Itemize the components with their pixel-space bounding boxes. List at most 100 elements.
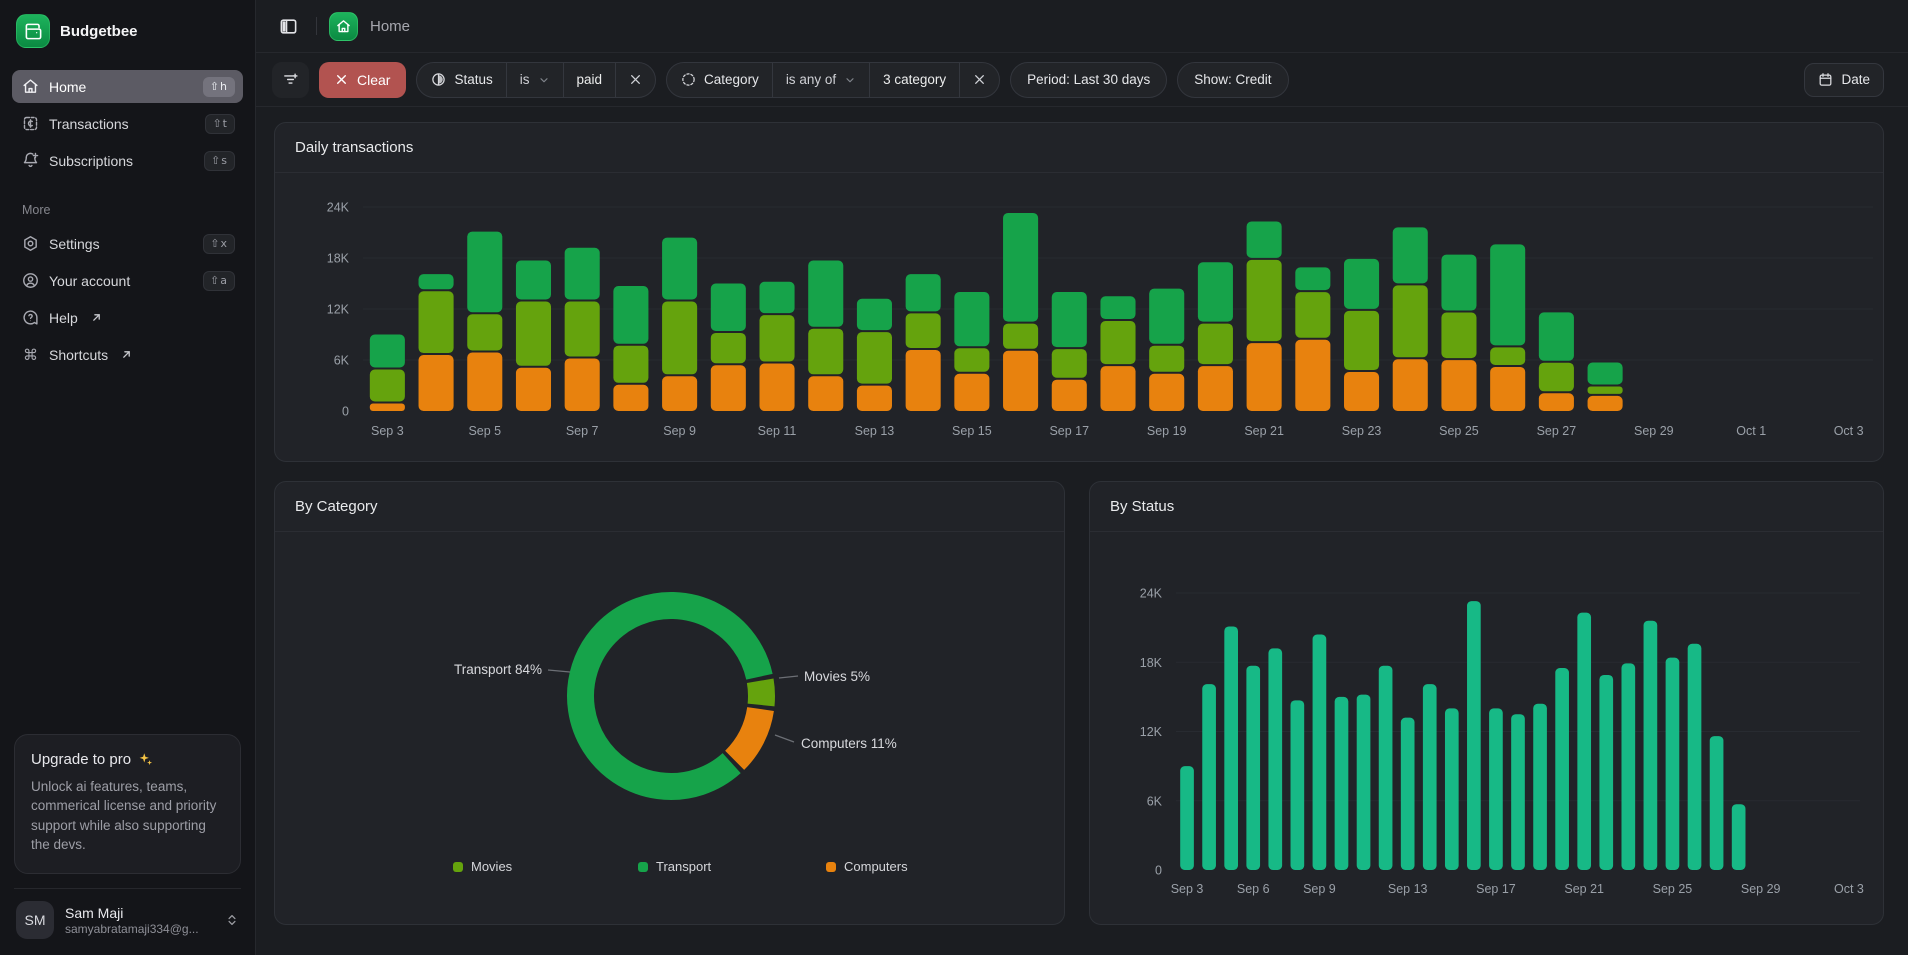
upgrade-to-pro-card[interactable]: Upgrade to pro Unlock ai features, teams… — [14, 734, 241, 874]
stacked-bar-segment-movies[interactable] — [1052, 349, 1087, 378]
stacked-bar-segment-computers[interactable] — [954, 374, 989, 411]
bar[interactable] — [1423, 684, 1437, 870]
bar[interactable] — [1489, 708, 1503, 870]
sidebar-item-home[interactable]: Home ⇧h — [12, 70, 243, 103]
stacked-bar-segment-movies[interactable] — [759, 315, 794, 361]
stacked-bar-segment-movies[interactable] — [613, 346, 648, 383]
stacked-bar-segment-computers[interactable] — [613, 385, 648, 411]
legend-item-transport[interactable]: Transport — [638, 859, 711, 874]
category-filter-value[interactable]: 3 category — [869, 63, 959, 97]
stacked-bar-segment-computers[interactable] — [516, 368, 551, 411]
bar[interactable] — [1577, 613, 1591, 870]
stacked-bar-segment-movies[interactable] — [662, 302, 697, 375]
bar[interactable] — [1379, 666, 1393, 870]
stacked-bar-segment-transport[interactable] — [857, 299, 892, 330]
stacked-bar-segment-movies[interactable] — [1149, 346, 1184, 372]
user-menu[interactable]: SM Sam Maji samyabratamaji334@g... — [12, 901, 243, 939]
stacked-bar-segment-transport[interactable] — [1490, 244, 1525, 345]
donut-slice-movies[interactable] — [760, 681, 761, 705]
bar[interactable] — [1599, 675, 1613, 870]
remove-category-filter-button[interactable] — [959, 63, 999, 97]
stacked-bar-segment-transport[interactable] — [1198, 262, 1233, 321]
stacked-bar-segment-movies[interactable] — [1100, 321, 1135, 364]
bar[interactable] — [1202, 684, 1216, 870]
bar[interactable] — [1268, 648, 1282, 870]
sidebar-toggle-button[interactable] — [272, 10, 304, 42]
bar[interactable] — [1313, 635, 1327, 870]
stacked-bar-segment-movies[interactable] — [370, 370, 405, 402]
stacked-bar-segment-movies[interactable] — [906, 313, 941, 348]
legend-item-computers[interactable]: Computers — [826, 859, 908, 874]
stacked-bar-segment-transport[interactable] — [516, 261, 551, 300]
stacked-bar-segment-movies[interactable] — [1490, 347, 1525, 365]
bar[interactable] — [1511, 714, 1525, 870]
stacked-bar-segment-computers[interactable] — [759, 364, 794, 411]
stacked-bar-segment-transport[interactable] — [370, 335, 405, 368]
stacked-bar-segment-movies[interactable] — [1539, 363, 1574, 392]
stacked-bar-segment-transport[interactable] — [1441, 255, 1476, 311]
stacked-bar-segment-transport[interactable] — [906, 274, 941, 311]
bar[interactable] — [1291, 700, 1305, 870]
stacked-bar-segment-computers[interactable] — [1149, 374, 1184, 411]
stacked-bar-segment-computers[interactable] — [1003, 351, 1038, 411]
date-button[interactable]: Date — [1804, 63, 1884, 97]
stacked-bar-segment-movies[interactable] — [1393, 285, 1428, 357]
stacked-bar-segment-computers[interactable] — [1247, 343, 1282, 411]
bar[interactable] — [1732, 804, 1746, 870]
stacked-bar-segment-transport[interactable] — [1539, 312, 1574, 360]
bar[interactable] — [1180, 766, 1194, 870]
stacked-bar-segment-transport[interactable] — [467, 232, 502, 313]
stacked-bar-segment-computers[interactable] — [419, 355, 454, 411]
stacked-bar-segment-movies[interactable] — [419, 291, 454, 353]
bar[interactable] — [1666, 658, 1680, 870]
show-filter-pill[interactable]: Show: Credit — [1177, 62, 1288, 98]
stacked-bar-segment-movies[interactable] — [565, 302, 600, 357]
stacked-bar-segment-computers[interactable] — [467, 353, 502, 412]
stacked-bar-segment-transport[interactable] — [1344, 259, 1379, 309]
stacked-bar-segment-computers[interactable] — [1588, 396, 1623, 411]
status-operator-select[interactable]: is — [506, 63, 563, 97]
clear-filters-button[interactable]: Clear — [319, 62, 406, 98]
stacked-bar-segment-transport[interactable] — [711, 284, 746, 331]
stacked-bar-segment-computers[interactable] — [906, 350, 941, 411]
stacked-bar-segment-computers[interactable] — [808, 376, 843, 411]
sidebar-item-transactions[interactable]: Transactions ⇧t — [12, 107, 243, 140]
stacked-bar-segment-movies[interactable] — [1295, 292, 1330, 338]
donut-slice-transport[interactable] — [581, 606, 760, 787]
stacked-bar-segment-transport[interactable] — [1052, 292, 1087, 347]
sidebar-item-settings[interactable]: Settings ⇧x — [12, 227, 243, 260]
category-operator-select[interactable]: is any of — [772, 63, 869, 97]
stacked-bar-segment-computers[interactable] — [1100, 366, 1135, 411]
stacked-bar-segment-transport[interactable] — [1003, 213, 1038, 322]
stacked-bar-segment-transport[interactable] — [613, 286, 648, 344]
bar[interactable] — [1467, 601, 1481, 870]
stacked-bar-segment-computers[interactable] — [565, 358, 600, 411]
stacked-bar-segment-computers[interactable] — [370, 404, 405, 412]
stacked-bar-segment-movies[interactable] — [467, 314, 502, 350]
bar[interactable] — [1710, 736, 1724, 870]
stacked-bar-segment-computers[interactable] — [1539, 393, 1574, 411]
stacked-bar-segment-transport[interactable] — [662, 238, 697, 300]
period-filter-pill[interactable]: Period: Last 30 days — [1010, 62, 1167, 98]
bar[interactable] — [1224, 626, 1238, 870]
stacked-bar-segment-movies[interactable] — [808, 329, 843, 375]
bar[interactable] — [1621, 663, 1635, 870]
stacked-bar-segment-movies[interactable] — [1588, 387, 1623, 394]
breadcrumb-home-chip[interactable] — [329, 12, 358, 41]
stacked-bar-segment-computers[interactable] — [1344, 372, 1379, 411]
stacked-bar-segment-movies[interactable] — [1344, 311, 1379, 370]
bar[interactable] — [1246, 666, 1260, 870]
bar[interactable] — [1357, 695, 1371, 870]
bar[interactable] — [1445, 708, 1459, 870]
bar[interactable] — [1688, 644, 1702, 870]
remove-status-filter-button[interactable] — [615, 63, 655, 97]
stacked-bar-segment-computers[interactable] — [1441, 360, 1476, 411]
stacked-bar-segment-computers[interactable] — [662, 376, 697, 411]
stacked-bar-segment-movies[interactable] — [711, 333, 746, 363]
stacked-bar-segment-transport[interactable] — [808, 261, 843, 327]
stacked-bar-segment-transport[interactable] — [759, 282, 794, 313]
status-filter-field[interactable]: Status — [417, 63, 505, 97]
stacked-bar-segment-movies[interactable] — [1198, 324, 1233, 365]
stacked-bar-segment-movies[interactable] — [516, 302, 551, 366]
stacked-bar-segment-transport[interactable] — [954, 292, 989, 346]
